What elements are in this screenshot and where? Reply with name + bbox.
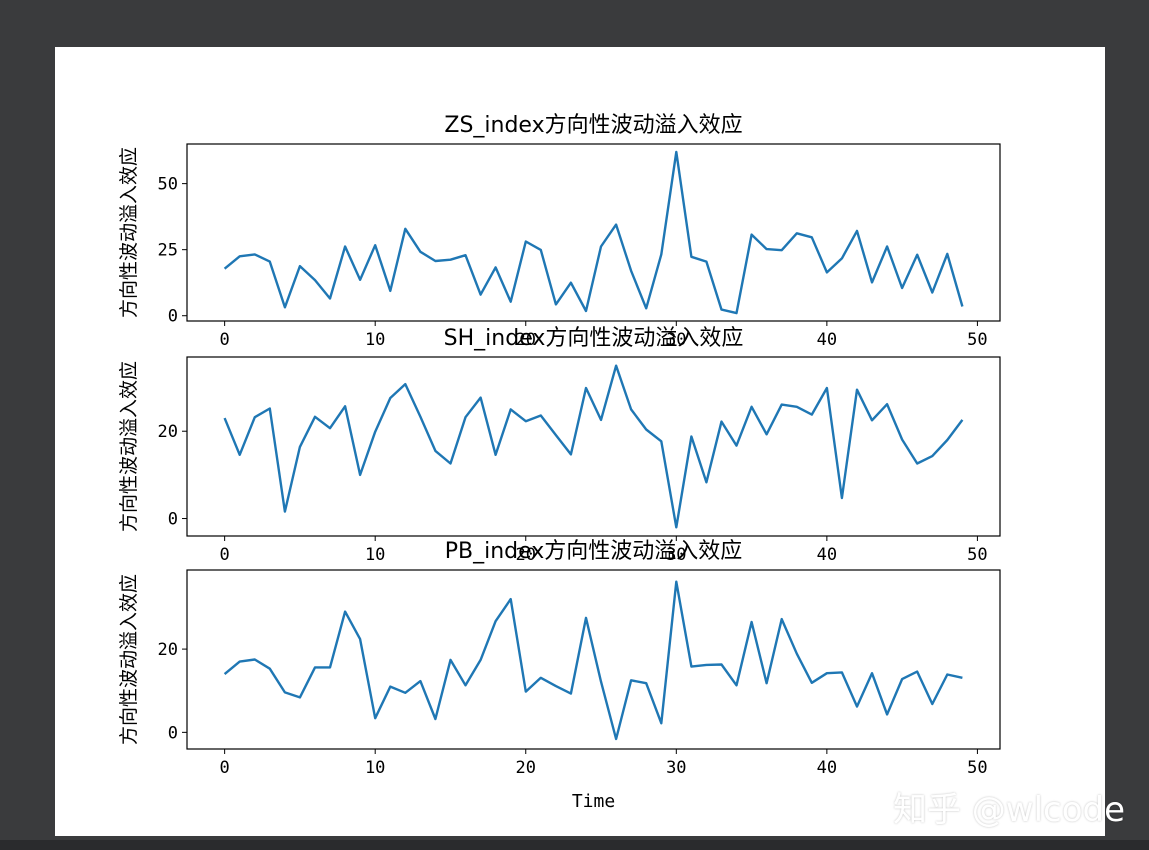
x-tick-label: 40 xyxy=(817,545,837,565)
y-axis-label: 方向性波动溢入效应 xyxy=(118,361,140,532)
subplot-title: ZS_index方向性波动溢入效应 xyxy=(444,113,742,138)
x-tick-label: 20 xyxy=(516,545,536,565)
y-tick-label: 0 xyxy=(168,723,178,743)
x-tick-label: 30 xyxy=(666,545,686,565)
zhihu-watermark: 知乎 @wlcode xyxy=(893,790,1126,830)
y-tick-label: 0 xyxy=(168,510,178,530)
x-tick-label: 0 xyxy=(220,545,230,565)
window-bottom-strip xyxy=(0,840,1149,850)
x-tick-label: 50 xyxy=(967,758,987,778)
subplot-3: 0 10 20 30 40 50020PB_index方向性波动溢入效应方向性波动溢入效应… xyxy=(118,539,1001,812)
x-tick-label: 50 xyxy=(967,545,987,565)
y-tick-label: 25 xyxy=(158,241,178,261)
figure-canvas xyxy=(55,47,1105,836)
y-tick-label: 20 xyxy=(158,640,178,660)
x-axis-label: Time xyxy=(572,791,615,812)
x-tick-label: 10 xyxy=(365,758,385,778)
y-tick-label: 50 xyxy=(158,175,178,195)
x-tick-label: 10 xyxy=(365,330,385,350)
axes-frame xyxy=(186,569,1001,750)
x-tick-label: 40 xyxy=(817,758,837,778)
x-tick-label: 10 xyxy=(365,545,385,565)
series-line xyxy=(223,364,964,529)
x-tick-label: 30 xyxy=(666,758,686,778)
subplot-title: SH_index方向性波动溢入效应 xyxy=(444,326,744,351)
series-line xyxy=(223,150,964,315)
x-tick-label: 30 xyxy=(666,330,686,350)
x-tick-label: 0 xyxy=(220,758,230,778)
series-line xyxy=(223,580,963,741)
y-axis-label: 方向性波动溢入效应 xyxy=(118,574,140,745)
axes-frame xyxy=(186,143,1001,322)
x-tick-label: 40 xyxy=(817,330,837,350)
y-tick-label: 20 xyxy=(158,422,178,442)
y-axis-label: 方向性波动溢入效应 xyxy=(118,147,140,318)
x-tick-label: 20 xyxy=(516,330,536,350)
x-tick-label: 0 xyxy=(220,330,230,350)
y-tick-label: 0 xyxy=(168,307,178,327)
x-tick-label: 50 xyxy=(967,330,987,350)
subplot-title: PB_index方向性波动溢入效应 xyxy=(445,539,743,564)
subplot-1: 0 10 20 30 40 50 0 25 50 ZS_index方向性波动溢入效应方向性波动溢入… xyxy=(118,113,1001,350)
axes-frame xyxy=(186,356,1001,537)
x-tick-label: 20 xyxy=(516,758,536,778)
